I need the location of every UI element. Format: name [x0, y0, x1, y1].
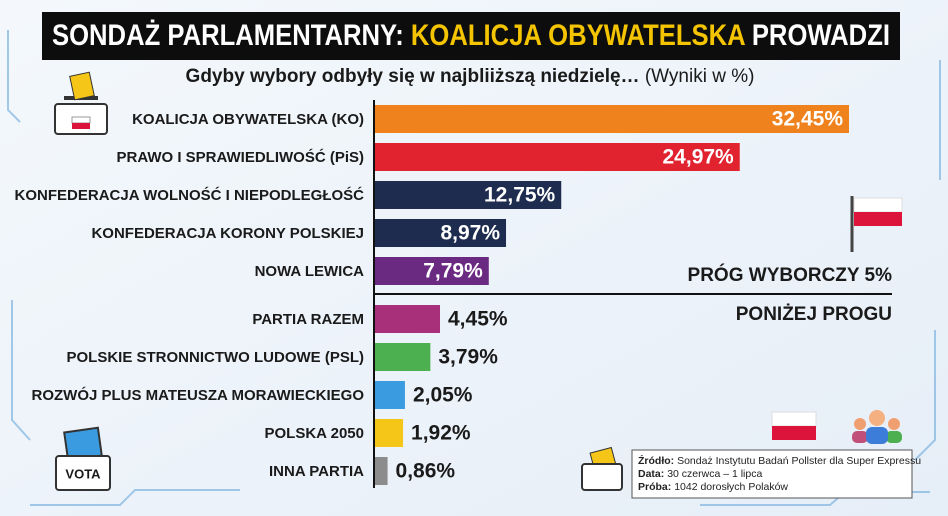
- value-label: 8,97%: [440, 222, 500, 245]
- sample-text: 1042 dorosłych Polaków: [674, 481, 788, 493]
- category-label: KONFEDERACJA KORONY POLSKIEJ: [91, 225, 364, 242]
- below-threshold-label: PONIŻEJ PROGU: [736, 304, 892, 325]
- value-label: 7,79%: [423, 260, 483, 283]
- category-label: INNA PARTIA: [269, 463, 364, 480]
- title-bar: [42, 12, 900, 60]
- vota-icon: VOTA: [55, 426, 111, 491]
- bar: [375, 381, 405, 409]
- category-label: POLSKA 2050: [265, 425, 365, 442]
- people-icon: [852, 410, 902, 444]
- value-label: 4,45%: [448, 308, 508, 331]
- date-line: Data: 30 czerwca – 1 lipca: [638, 468, 762, 480]
- value-label: 2,05%: [413, 384, 473, 407]
- bar: [375, 105, 849, 133]
- category-label: ROZWÓJ PLUS MATEUSZA MORAWIECKIEGO: [32, 386, 365, 404]
- value-label: 32,45%: [772, 108, 844, 131]
- ballot-icon: [54, 71, 108, 135]
- subtitle-main: Gdyby wybory odbyły się w najbliiższą ni…: [186, 66, 640, 87]
- category-label: PRAWO I SPRAWIEDLIWOŚĆ (PiS): [116, 148, 364, 166]
- date-text: 30 czerwca – 1 lipca: [667, 468, 762, 480]
- source-key: Źródło:: [638, 454, 674, 467]
- value-label: 1,92%: [411, 422, 471, 445]
- bar: [375, 181, 562, 209]
- source-box: [631, 449, 913, 499]
- subtitle-note: (Wyniki w %): [645, 66, 755, 87]
- poland-flag: [850, 196, 903, 252]
- sample-key: Próba:: [638, 481, 671, 493]
- bar: [375, 305, 441, 333]
- bar: [375, 257, 489, 285]
- title-highlight: KOALICJA OBYWATELSKA: [411, 19, 745, 52]
- source-text: Sondaż Instytutu Badań Pollster dla Supe…: [677, 455, 921, 467]
- small-flag: [771, 411, 817, 440]
- value-label: 3,79%: [438, 346, 498, 369]
- category-label: POLSKIE STRONNICTWO LUDOWE (PSL): [67, 349, 365, 366]
- source-line: Źródło: Sondaż Instytutu Badań Pollster …: [638, 454, 921, 467]
- bar: [375, 457, 388, 485]
- source-ballot-icon: [581, 446, 623, 491]
- value-label: 0,86%: [396, 460, 456, 483]
- category-label: PARTIA RAZEM: [252, 311, 364, 328]
- subtitle: Gdyby wybory odbyły się w najbliiższą ni…: [186, 66, 755, 87]
- bar: [375, 143, 740, 171]
- bar: [375, 419, 404, 447]
- sample-line: Próba: 1042 dorosłych Polaków: [638, 481, 788, 493]
- title-tail: PROWADZI: [752, 19, 890, 52]
- category-label: NOWA LEWICA: [255, 263, 365, 280]
- title-lead: SONDAŻ PARLAMENTARNY:: [52, 19, 404, 52]
- value-label: 12,75%: [484, 184, 556, 207]
- ballot-label: VOTA: [65, 466, 101, 481]
- chart-title: SONDAŻ PARLAMENTARNY: KOALICJA OBYWATELS…: [52, 19, 890, 52]
- category-label: KONFEDERACJA WOLNOŚĆ I NIEPODLEGŁOŚĆ: [15, 186, 365, 204]
- date-key: Data:: [638, 468, 664, 480]
- bar: [375, 219, 507, 247]
- value-label: 24,97%: [663, 146, 735, 169]
- category-label: KOALICJA OBYWATELSKA (KO): [132, 111, 364, 128]
- threshold-label: PRÓG WYBORCZY 5%: [688, 264, 893, 286]
- bar: [375, 343, 431, 371]
